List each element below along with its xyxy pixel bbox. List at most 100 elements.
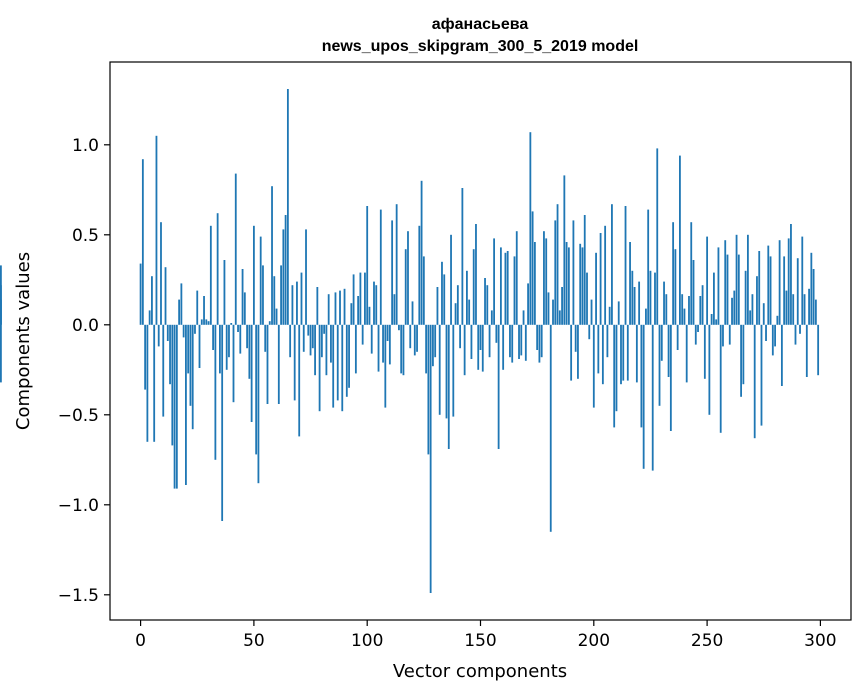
bar bbox=[298, 324, 301, 437]
bar bbox=[325, 324, 328, 376]
y-axis-label: Components values bbox=[13, 252, 34, 430]
bar bbox=[237, 324, 239, 332]
bar bbox=[563, 175, 566, 325]
bar bbox=[348, 324, 350, 388]
bar bbox=[495, 324, 498, 343]
chart-title-line-2: news_upos_skipgram_300_5_2019 model bbox=[322, 38, 639, 55]
bar bbox=[645, 308, 647, 325]
y-tick-label: −1.5 bbox=[58, 586, 99, 606]
bar bbox=[334, 292, 337, 325]
bar bbox=[243, 292, 246, 325]
y-axis-ticks: −1.5 −1.0 −0.5 0.0 0.5 1.0 bbox=[58, 136, 110, 606]
bar bbox=[148, 310, 151, 325]
bar bbox=[708, 324, 711, 415]
bar bbox=[502, 324, 505, 370]
x-tick-label: 250 bbox=[691, 631, 723, 651]
bar bbox=[756, 276, 758, 325]
bar bbox=[250, 324, 253, 422]
bar bbox=[178, 299, 181, 325]
bar bbox=[441, 261, 443, 325]
bar bbox=[432, 324, 434, 367]
bar bbox=[434, 324, 437, 358]
bar bbox=[332, 324, 335, 408]
bar bbox=[205, 319, 208, 325]
bar bbox=[713, 272, 715, 325]
bar bbox=[518, 324, 520, 359]
bar bbox=[733, 290, 736, 325]
bar bbox=[597, 324, 600, 374]
bar bbox=[189, 324, 192, 406]
bar bbox=[622, 324, 625, 381]
bar bbox=[601, 324, 604, 385]
bar bbox=[556, 204, 559, 325]
bar bbox=[219, 324, 221, 374]
bar bbox=[760, 324, 763, 426]
y-tick-label: 0.0 bbox=[72, 316, 99, 336]
bar bbox=[746, 234, 749, 325]
bar bbox=[422, 256, 425, 325]
bar bbox=[674, 249, 677, 325]
bar bbox=[384, 324, 387, 408]
bar bbox=[180, 283, 183, 325]
bar bbox=[615, 324, 618, 412]
bar bbox=[266, 324, 269, 404]
bars-group bbox=[0, 89, 820, 593]
bar bbox=[477, 324, 480, 370]
bar bbox=[468, 299, 471, 325]
bar bbox=[771, 324, 774, 356]
x-tick-label: 150 bbox=[464, 631, 496, 651]
bar bbox=[232, 324, 235, 403]
bar bbox=[223, 260, 226, 325]
bar bbox=[339, 290, 341, 325]
bar bbox=[438, 324, 441, 415]
bar bbox=[660, 324, 663, 361]
bar bbox=[400, 324, 403, 374]
bar bbox=[350, 303, 353, 325]
bar bbox=[459, 324, 462, 349]
bar bbox=[280, 265, 282, 325]
bar bbox=[361, 324, 364, 345]
bar bbox=[638, 281, 641, 325]
bar bbox=[758, 251, 761, 325]
bar bbox=[753, 324, 756, 439]
bar bbox=[466, 270, 468, 325]
bar bbox=[731, 297, 733, 325]
bar bbox=[685, 324, 688, 383]
bar bbox=[191, 324, 194, 430]
bar bbox=[549, 324, 552, 532]
bar bbox=[284, 215, 287, 325]
bar bbox=[577, 324, 579, 379]
bar bbox=[515, 231, 518, 325]
bar bbox=[454, 303, 457, 325]
bar bbox=[225, 324, 228, 370]
bar bbox=[255, 324, 258, 455]
bar bbox=[341, 324, 344, 412]
bar bbox=[343, 288, 346, 325]
bar bbox=[780, 324, 783, 386]
x-tick-label: 300 bbox=[804, 631, 836, 651]
bar bbox=[398, 324, 400, 331]
bar bbox=[787, 238, 790, 325]
bar bbox=[635, 324, 638, 383]
bar bbox=[445, 324, 448, 419]
bar bbox=[144, 324, 147, 390]
bar bbox=[744, 270, 747, 325]
bar bbox=[300, 272, 303, 325]
bar bbox=[162, 324, 165, 417]
bar bbox=[164, 267, 167, 325]
bar bbox=[790, 224, 792, 325]
bar bbox=[679, 155, 681, 325]
bar bbox=[364, 272, 366, 325]
bar bbox=[409, 324, 412, 349]
bar bbox=[443, 274, 446, 325]
bar bbox=[814, 299, 817, 325]
bar bbox=[506, 251, 509, 325]
y-tick-label: −1.0 bbox=[58, 496, 99, 516]
bar bbox=[257, 324, 260, 484]
bar bbox=[241, 269, 244, 325]
bar bbox=[527, 283, 529, 325]
bar bbox=[504, 252, 507, 325]
bar bbox=[484, 278, 486, 325]
bar bbox=[692, 260, 695, 325]
bar bbox=[293, 324, 296, 401]
